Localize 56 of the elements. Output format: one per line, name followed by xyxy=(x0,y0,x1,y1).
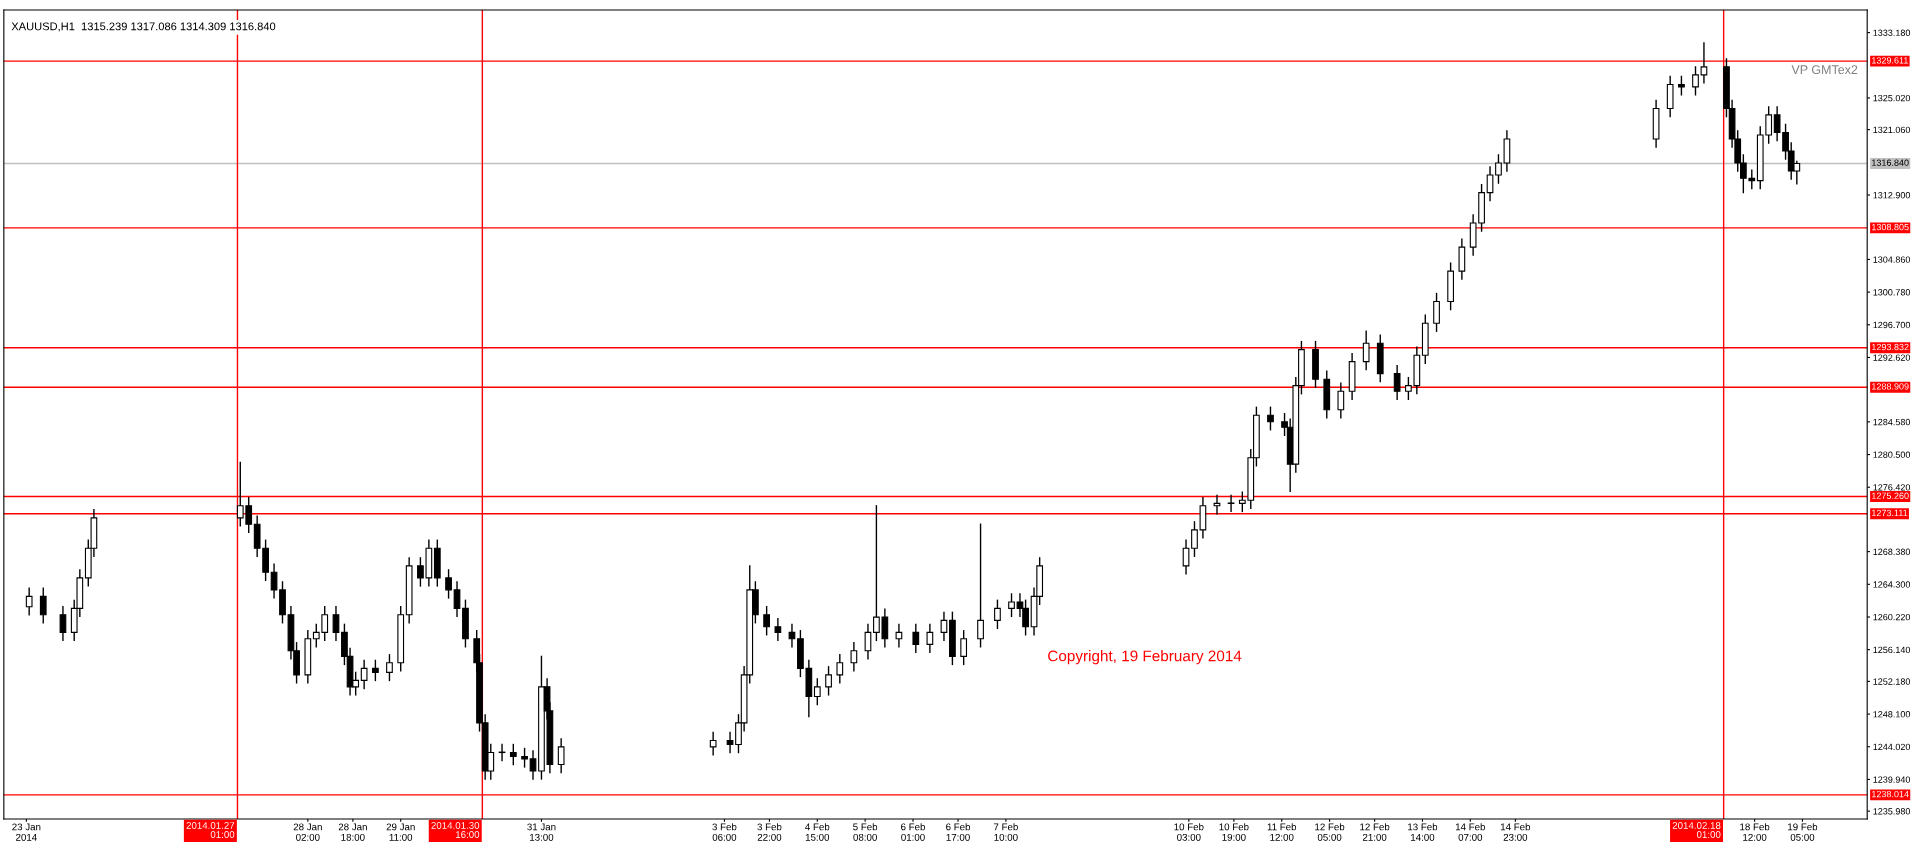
x-tick-label: 3 Feb 06:00 xyxy=(712,823,737,841)
ref-line-label: 2014.01.30 16:00 xyxy=(431,822,480,838)
ref-line-label: 1308.805 xyxy=(1872,223,1909,231)
ref-line-label: 1275.260 xyxy=(1872,492,1909,499)
y-tick-label: 1300.780 xyxy=(1873,289,1911,296)
ref-line-label: 1273.111 xyxy=(1872,509,1908,517)
x-tick-label: 10 Feb 03:00 xyxy=(1174,823,1204,841)
x-tick-label: 12 Feb 21:00 xyxy=(1360,823,1390,841)
ref-line-label: 1238.014 xyxy=(1872,790,1909,798)
x-tick-label: 14 Feb 07:00 xyxy=(1455,823,1486,841)
y-tick-label: 1280.500 xyxy=(1873,451,1911,458)
x-tick-label: 18 Feb 12:00 xyxy=(1740,823,1770,841)
y-tick-label: 1292.620 xyxy=(1873,354,1911,361)
y-tick-label: 1244.020 xyxy=(1873,743,1911,751)
x-tick-label: 5 Feb 08:00 xyxy=(853,823,878,841)
y-tick-label: 1321.060 xyxy=(1873,126,1911,134)
x-tick-label: 28 Jan 02:00 xyxy=(293,823,322,841)
x-tick-label: 11 Feb 12:00 xyxy=(1267,823,1297,841)
annotation: VP GMTex2 xyxy=(1791,65,1858,75)
y-tick-label: 1260.220 xyxy=(1873,613,1911,621)
y-tick-label: 1304.860 xyxy=(1873,256,1911,263)
x-tick-label: 14 Feb 23:00 xyxy=(1500,823,1531,841)
x-tick-label: 13 Feb 14:00 xyxy=(1408,823,1438,841)
y-tick-label: 1276.420 xyxy=(1873,484,1911,491)
y-tick-label: 1248.100 xyxy=(1873,711,1911,718)
x-tick-label: 4 Feb 15:00 xyxy=(805,823,830,841)
x-tick-label: 6 Feb 17:00 xyxy=(946,823,971,841)
y-tick-label: 1264.300 xyxy=(1873,581,1911,588)
x-tick-label: 7 Feb 10:00 xyxy=(993,823,1018,841)
text: XAUUSD,H1 1315.239 1317.086 1314.309 1316.840 xyxy=(11,22,276,32)
ref-line-label: 1329.611 xyxy=(1872,57,1908,64)
x-tick-label: 31 Jan 13:00 xyxy=(527,823,556,841)
x-tick-label: 10 Feb 19:00 xyxy=(1219,823,1249,841)
x-tick-label: 3 Feb 22:00 xyxy=(757,823,782,841)
ref-line-label: 1293.832 xyxy=(1872,343,1909,351)
x-tick-label: 23 Jan 2014 xyxy=(12,823,41,841)
x-tick-label: 28 Jan 18:00 xyxy=(338,823,367,841)
x-tick-label: 12 Feb 05:00 xyxy=(1315,823,1345,841)
ref-line-label: 1288.909 xyxy=(1872,383,1909,390)
y-tick-label: 1333.180 xyxy=(1873,29,1911,36)
y-tick-label: 1296.700 xyxy=(1873,321,1911,329)
y-tick-label: 1284.580 xyxy=(1873,418,1911,426)
ref-line-label: 2014.01.27 01:00 xyxy=(186,822,235,838)
x-tick-label: 29 Jan 11:00 xyxy=(386,823,415,841)
y-tick-label: 1252.180 xyxy=(1873,678,1911,685)
ref-line-label: 2014.02.18 01:00 xyxy=(1672,822,1721,838)
y-tick-label: 1325.020 xyxy=(1873,94,1911,102)
y-tick-label: 1235.980 xyxy=(1873,808,1911,815)
y-tick-label: 1239.940 xyxy=(1873,776,1911,783)
y-tick-label: 1312.900 xyxy=(1873,192,1911,199)
ref-line-label: 1316.840 xyxy=(1872,159,1909,166)
x-tick-label: 6 Feb 01:00 xyxy=(901,823,926,841)
x-tick-label: 19 Feb 05:00 xyxy=(1788,823,1818,841)
y-tick-label: 1256.140 xyxy=(1873,646,1911,654)
annotation: Copyright, 19 February 2014 xyxy=(1048,650,1242,665)
y-tick-label: 1268.380 xyxy=(1873,548,1911,555)
